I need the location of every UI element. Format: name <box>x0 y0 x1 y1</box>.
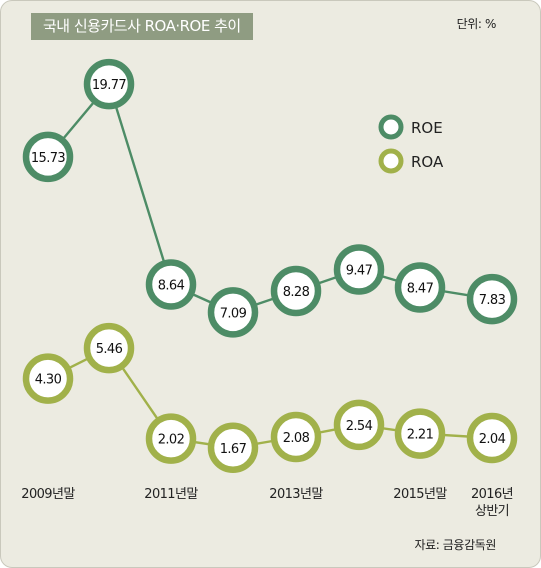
roa-label-2: 2.02 <box>158 433 185 448</box>
roa-point-0 <box>22 353 74 404</box>
roa-point-5 <box>333 399 385 451</box>
roe-label-5: 9.47 <box>346 264 373 279</box>
legend-roa-label: ROA <box>411 153 444 171</box>
chart-title: 국내 신용카드사 ROA·ROE 추이 <box>31 13 253 40</box>
roe-point-5 <box>333 244 385 295</box>
roa-point-3 <box>207 422 259 474</box>
roa-label-6: 2.21 <box>407 428 434 443</box>
legend-roe-label: ROE <box>411 119 443 137</box>
roe-point-2 <box>145 259 197 310</box>
roa-label-3: 1.67 <box>220 442 247 457</box>
unit-label: 단위: % <box>456 17 497 31</box>
legend-roa-marker <box>378 148 404 174</box>
x-tick-label: 2011년말 <box>144 487 198 502</box>
roa-point-1 <box>83 322 135 374</box>
roa-label-4: 2.08 <box>283 431 310 446</box>
roe-point-3 <box>207 287 259 338</box>
x-tick-label: 2015년말 <box>393 487 447 502</box>
roa-label-1: 5.46 <box>96 342 123 357</box>
roe-label-7: 7.83 <box>479 293 506 308</box>
legend-roe-marker <box>378 114 404 140</box>
roe-point-1 <box>83 58 135 110</box>
x-tick-label: 2013년말 <box>269 487 323 502</box>
roe-label-0: 15.73 <box>31 151 66 166</box>
roa-point-7 <box>466 412 518 464</box>
roa-label-5: 2.54 <box>346 419 373 434</box>
roe-label-1: 19.77 <box>92 78 127 93</box>
roe-label-4: 8.28 <box>283 285 310 300</box>
roa-point-4 <box>270 411 322 463</box>
roa-point-2 <box>145 413 197 464</box>
x-tick-label: 2016년 상반기 <box>471 487 513 519</box>
roa-point-6 <box>394 408 446 459</box>
roa-label-7: 2.04 <box>479 432 506 447</box>
roa-label-0: 4.30 <box>35 373 62 388</box>
roe-point-4 <box>270 265 322 317</box>
roe-point-0 <box>22 131 74 183</box>
roe-label-2: 8.64 <box>158 279 185 294</box>
roe-point-6 <box>394 262 446 313</box>
roe-label-3: 7.09 <box>220 306 247 321</box>
x-tick-label: 2009년말 <box>21 487 75 502</box>
source-label: 자료: 금융감독원 <box>414 538 496 552</box>
roe-label-6: 8.47 <box>407 282 434 297</box>
roe-point-7 <box>466 273 518 325</box>
